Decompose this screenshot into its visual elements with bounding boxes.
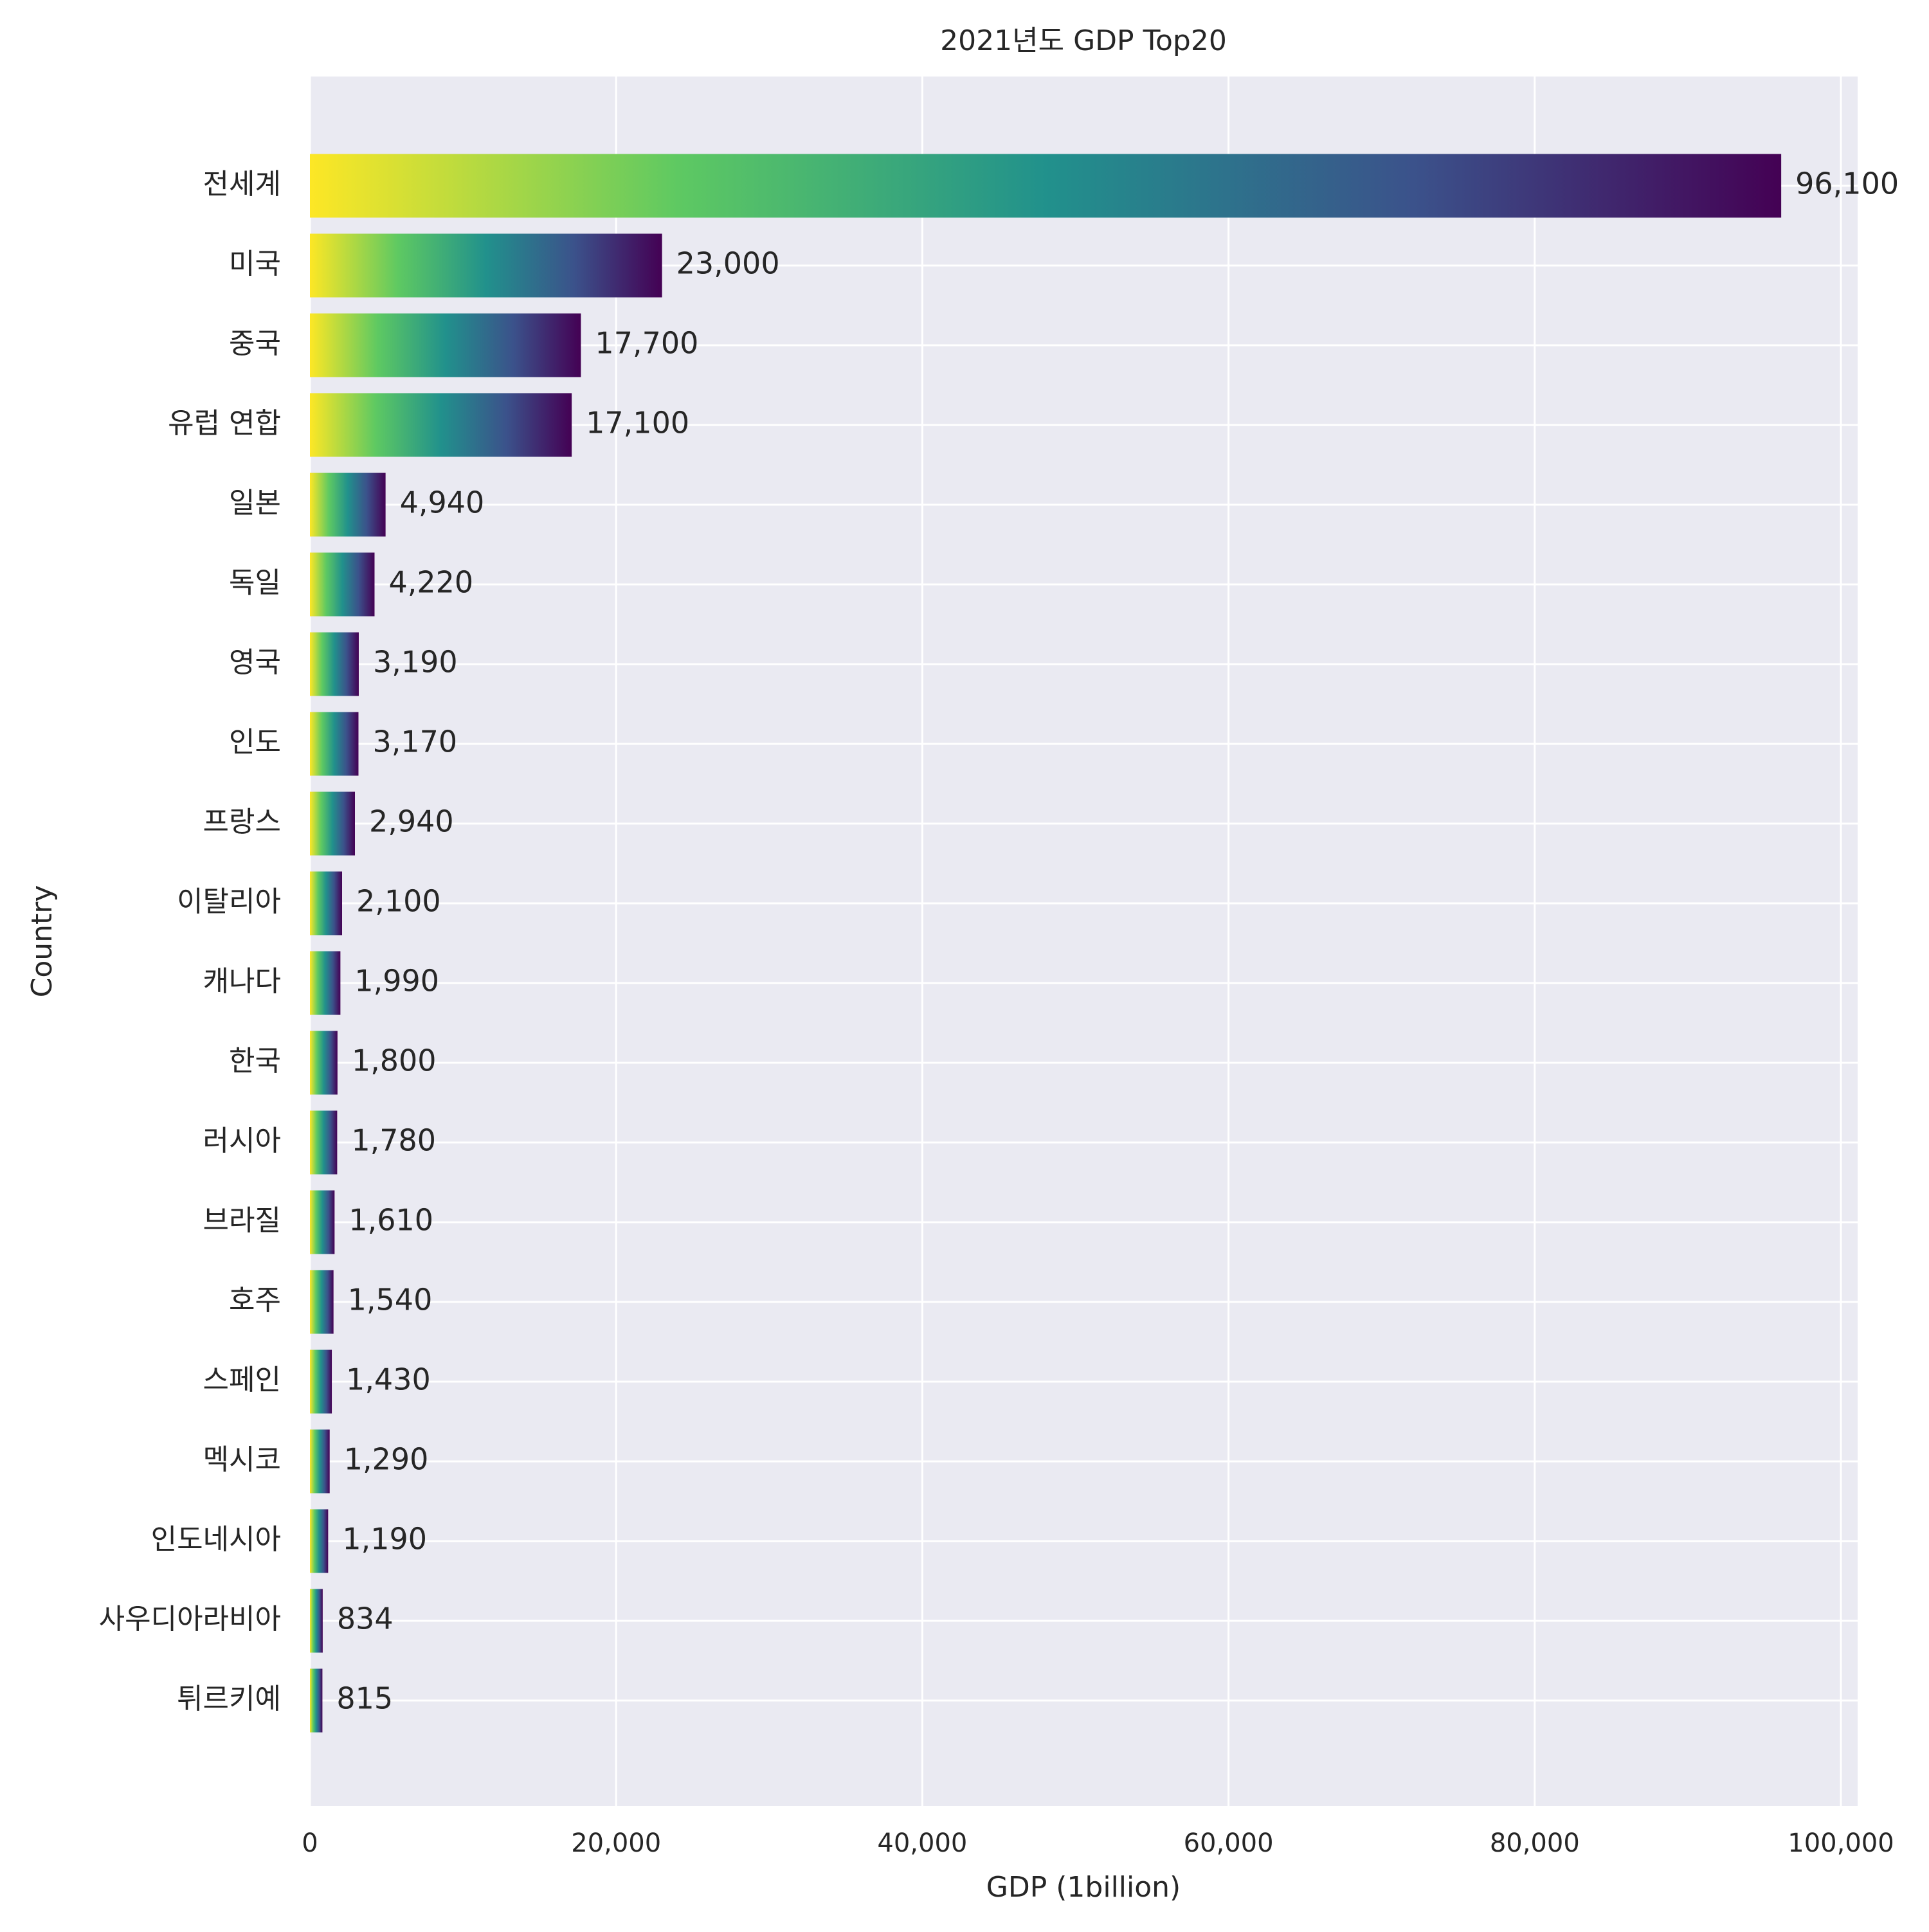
bar-value-label: 1,290 — [344, 1442, 429, 1477]
bar — [310, 1668, 323, 1733]
y-tick-label: 사우디아라비아 — [99, 1603, 281, 1636]
bar-value-labels: 96,100 23,000 17,700 17,100 4,940 4,220 3,190 3… — [336, 167, 1899, 1716]
bar-value-label: 1,430 — [346, 1362, 431, 1397]
y-tick-label: 한국 — [229, 1045, 281, 1078]
bar — [310, 1350, 332, 1414]
bar-value-label: 815 — [336, 1681, 393, 1716]
bar-value-label: 1,610 — [349, 1203, 433, 1238]
bar — [310, 1589, 323, 1653]
bar — [310, 632, 359, 696]
bar-value-label: 2,100 — [356, 884, 441, 919]
y-tick-label: 유럽 연합 — [168, 407, 281, 440]
bar — [310, 1190, 335, 1254]
x-tick-label: 60,000 — [1184, 1828, 1274, 1858]
y-tick-label: 튀르키예 — [177, 1683, 281, 1715]
y-tick-label: 일본 — [229, 487, 281, 519]
bar — [310, 791, 356, 856]
bar — [310, 393, 572, 457]
x-tick-label: 0 — [302, 1828, 318, 1858]
x-axis-label: GDP (1billion) — [986, 1871, 1181, 1904]
bar — [310, 1031, 338, 1095]
bar-value-label: 2,940 — [369, 804, 454, 839]
bar-value-label: 1,800 — [352, 1043, 437, 1078]
y-tick-label: 영국 — [229, 646, 281, 679]
bar-value-label: 4,220 — [388, 565, 473, 600]
bar-value-label: 96,100 — [1795, 167, 1899, 201]
bar-value-label: 1,540 — [348, 1283, 433, 1317]
y-tick-label: 독일 — [229, 566, 281, 599]
bar — [310, 1509, 329, 1573]
bar-value-label: 1,780 — [351, 1123, 436, 1158]
bar — [310, 552, 375, 617]
bar-value-label: 23,000 — [676, 246, 780, 281]
y-tick-label: 인도 — [229, 726, 281, 759]
bar — [310, 871, 343, 935]
x-tick-labels: 0 20,000 40,000 60,000 80,000 100,000 — [302, 1828, 1894, 1858]
x-tick-label: 40,000 — [877, 1828, 967, 1858]
y-tick-label: 브라질 — [203, 1204, 281, 1237]
y-tick-label: 멕시코 — [203, 1443, 281, 1476]
y-tick-label: 인도네시아 — [151, 1523, 281, 1556]
bar-value-label: 834 — [337, 1602, 394, 1636]
y-tick-label: 전세계 — [203, 168, 281, 201]
y-tick-label: 미국 — [229, 248, 281, 280]
bar-value-label: 17,700 — [595, 326, 698, 361]
bar — [310, 1110, 338, 1175]
y-tick-label: 프랑스 — [203, 806, 281, 838]
bar — [310, 1270, 334, 1334]
bar-value-label: 4,940 — [400, 485, 485, 520]
bar-value-label: 17,100 — [586, 406, 689, 440]
bar — [310, 1429, 330, 1494]
bar — [310, 233, 662, 298]
y-tick-label: 러시아 — [203, 1124, 281, 1157]
y-tick-label: 스페인 — [203, 1364, 281, 1396]
x-tick-label: 100,000 — [1788, 1828, 1894, 1858]
bar — [310, 473, 386, 537]
y-tick-label: 이탈리아 — [177, 885, 281, 918]
bar-value-label: 1,190 — [342, 1522, 427, 1557]
chart-title: 2021년도 GDP Top20 — [940, 24, 1227, 57]
bar-value-label: 1,990 — [354, 964, 439, 998]
bar — [310, 154, 1782, 218]
y-tick-label: 호주 — [229, 1284, 281, 1317]
y-tick-label: 중국 — [229, 327, 281, 360]
x-tick-label: 80,000 — [1490, 1828, 1580, 1858]
bar — [310, 951, 341, 1015]
y-tick-label: 캐나다 — [203, 965, 281, 998]
bar-value-label: 3,190 — [373, 645, 458, 680]
y-axis-label: Country — [26, 885, 59, 998]
bar-value-label: 3,170 — [372, 725, 457, 759]
bar — [310, 712, 359, 776]
bar — [310, 313, 581, 377]
x-tick-label: 20,000 — [571, 1828, 661, 1858]
bars — [310, 154, 1782, 1733]
